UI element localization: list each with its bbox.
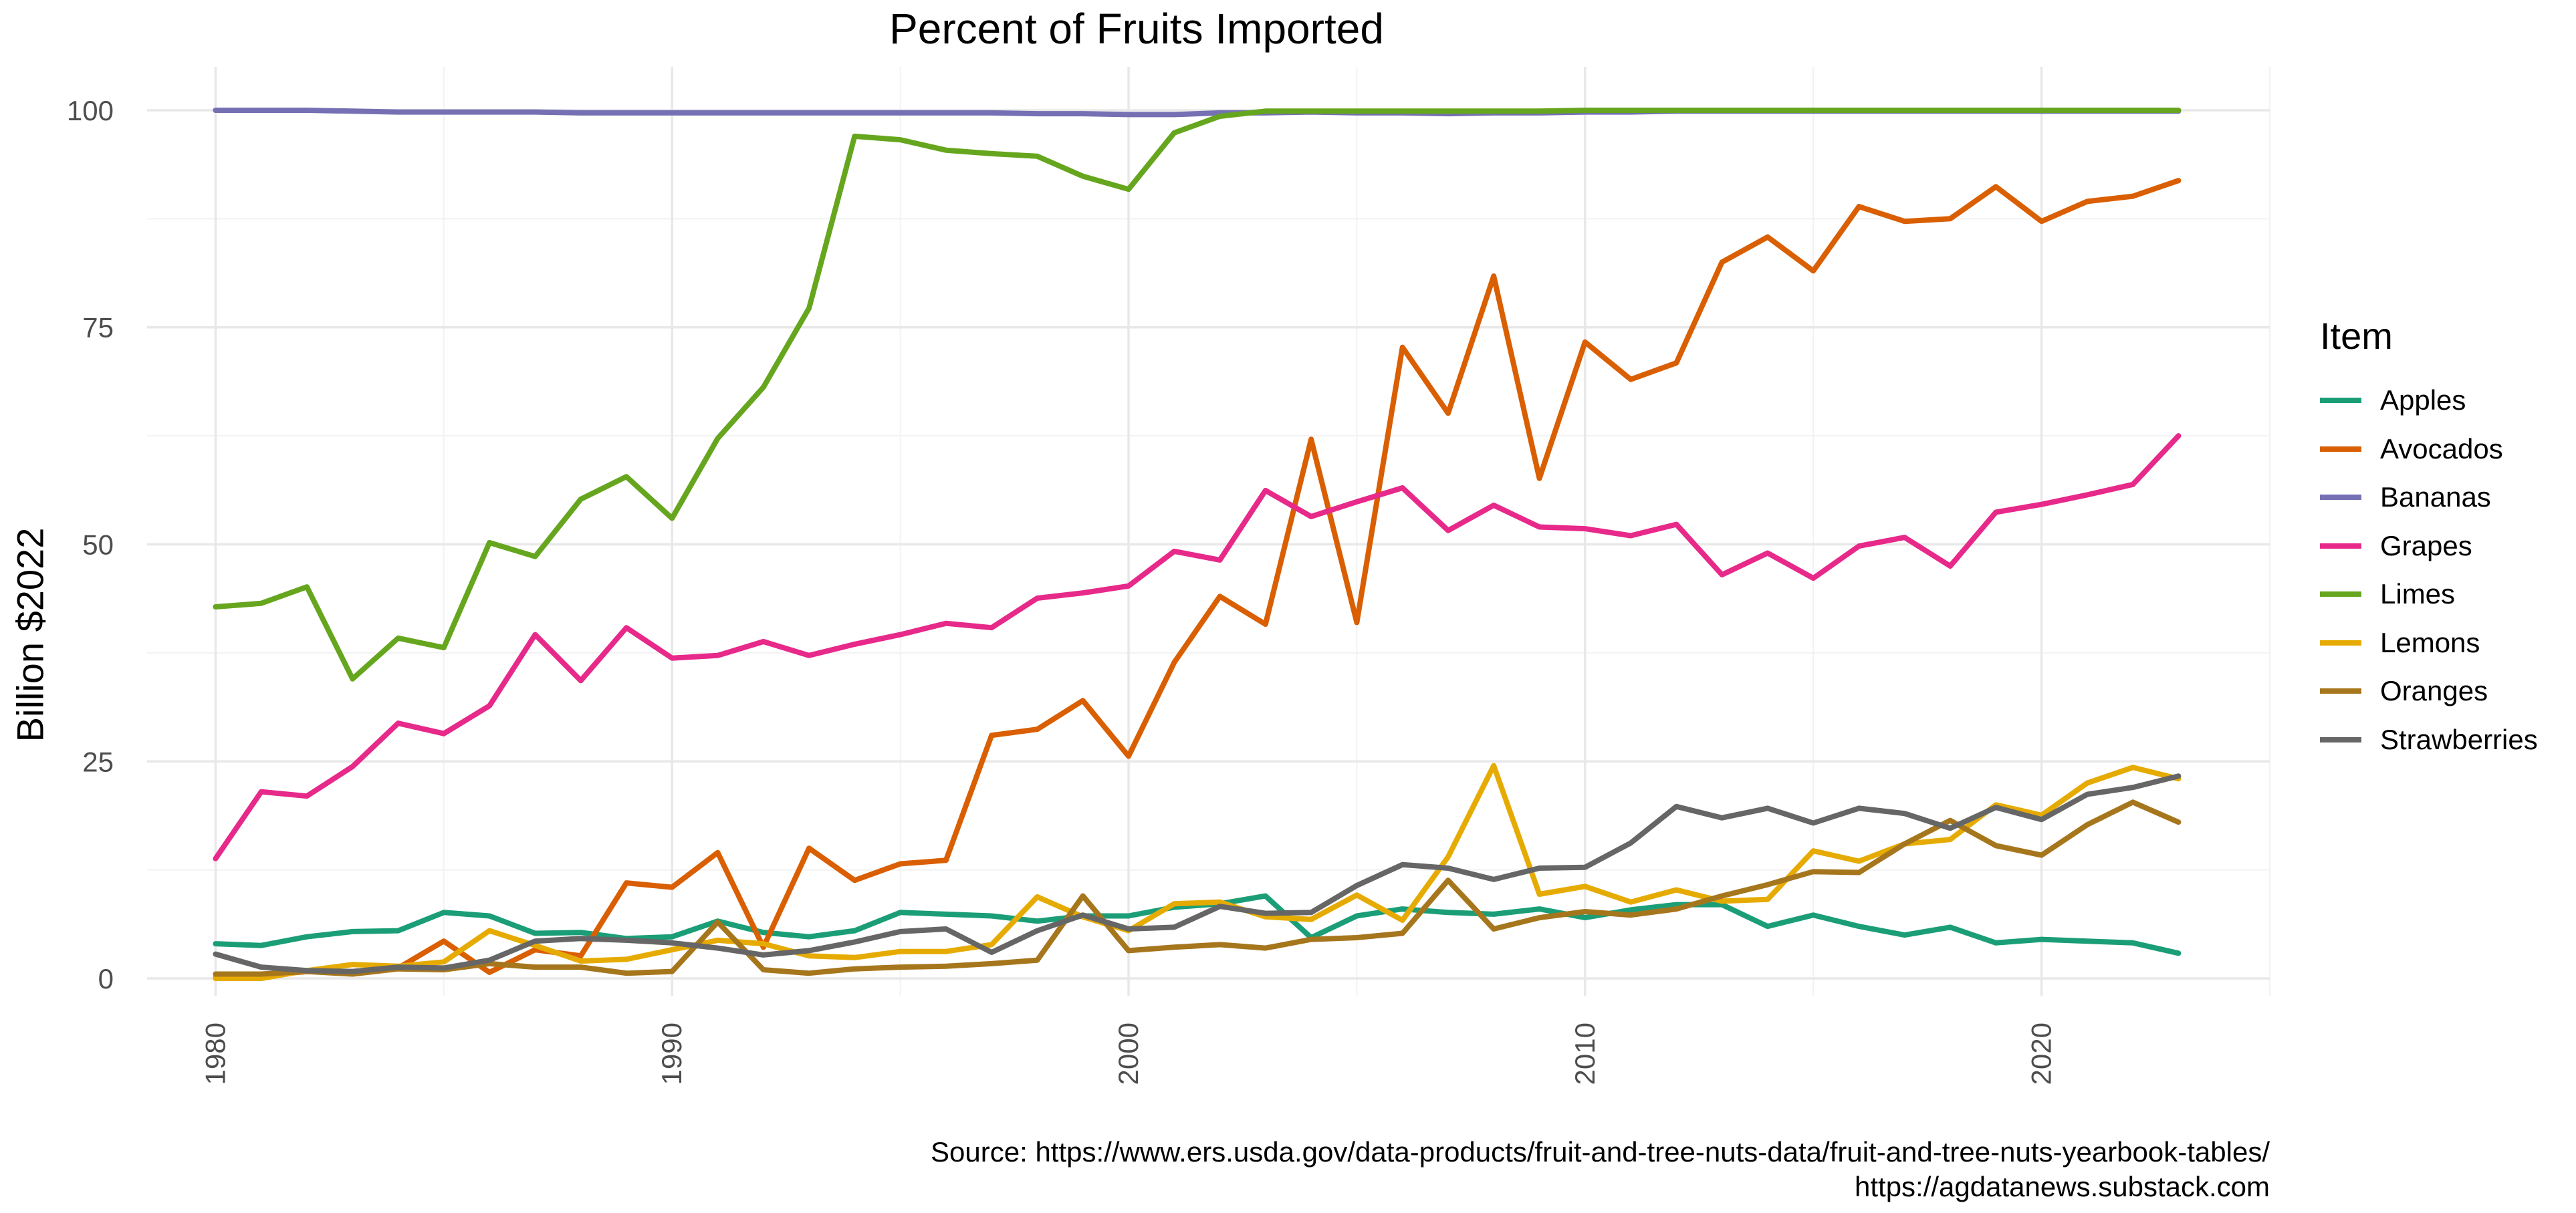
legend-label: Limes xyxy=(2380,578,2456,610)
legend: Item Apples Avocados Bananas Grapes Lime… xyxy=(2320,314,2538,764)
legend-key-bananas xyxy=(2320,495,2361,501)
legend-item-limes: Limes xyxy=(2320,570,2538,619)
series-line-strawberries xyxy=(213,773,2182,974)
legend-key-oranges xyxy=(2320,688,2361,694)
legend-title: Item xyxy=(2320,315,2393,357)
y-tick-label: 0 xyxy=(98,963,114,994)
legend-item-oranges: Oranges xyxy=(2320,667,2538,716)
legend-label: Bananas xyxy=(2380,481,2491,513)
x-tick-label: 2000 xyxy=(1113,1023,1144,1085)
series-line-grapes xyxy=(213,433,2182,861)
source-line-substack: https://agdatanews.substack.com xyxy=(1855,1171,2270,1202)
legend-item-bananas: Bananas xyxy=(2320,473,2538,522)
y-tick-label: 50 xyxy=(82,529,114,560)
source-caption: Source: https://www.ers.usda.gov/data-pr… xyxy=(931,1135,2270,1204)
legend-item-strawberries: Strawberries xyxy=(2320,716,2538,765)
legend-label: Apples xyxy=(2380,384,2466,416)
x-tick-label: 1990 xyxy=(656,1023,687,1085)
legend-label: Strawberries xyxy=(2380,723,2538,755)
x-tick-label: 2020 xyxy=(2026,1023,2057,1085)
legend-key-limes xyxy=(2320,591,2361,597)
x-tick-label: 2010 xyxy=(1569,1023,1601,1085)
legend-label: Avocados xyxy=(2380,432,2503,464)
legend-key-grapes xyxy=(2320,543,2361,549)
y-tick-label: 25 xyxy=(82,746,114,777)
series-lines xyxy=(213,108,2182,981)
legend-key-apples xyxy=(2320,398,2361,404)
legend-item-grapes: Grapes xyxy=(2320,522,2538,571)
x-tick-label: 1980 xyxy=(199,1023,231,1085)
series-line-limes xyxy=(213,108,2182,682)
legend-key-lemons xyxy=(2320,640,2361,646)
chart-title: Percent of Fruits Imported xyxy=(889,5,1384,53)
legend-label: Oranges xyxy=(2380,675,2488,707)
legend-key-avocados xyxy=(2320,446,2361,452)
grid xyxy=(147,67,2270,996)
y-tick-label: 100 xyxy=(67,95,114,126)
legend-label: Lemons xyxy=(2380,626,2480,658)
legend-item-avocados: Avocados xyxy=(2320,425,2538,474)
y-tick-label: 75 xyxy=(82,312,114,344)
series-line-oranges xyxy=(213,799,2182,977)
source-line-url: Source: https://www.ers.usda.gov/data-pr… xyxy=(931,1136,2270,1168)
tick-labels: 0 25 50 75 100 1980 1990 2000 2010 2020 xyxy=(67,95,2057,1085)
legend-label: Grapes xyxy=(2380,529,2472,561)
series-line-lemons xyxy=(213,763,2182,981)
legend-item-lemons: Lemons xyxy=(2320,619,2538,668)
legend-item-apples: Apples xyxy=(2320,376,2538,425)
legend-key-strawberries xyxy=(2320,736,2361,743)
